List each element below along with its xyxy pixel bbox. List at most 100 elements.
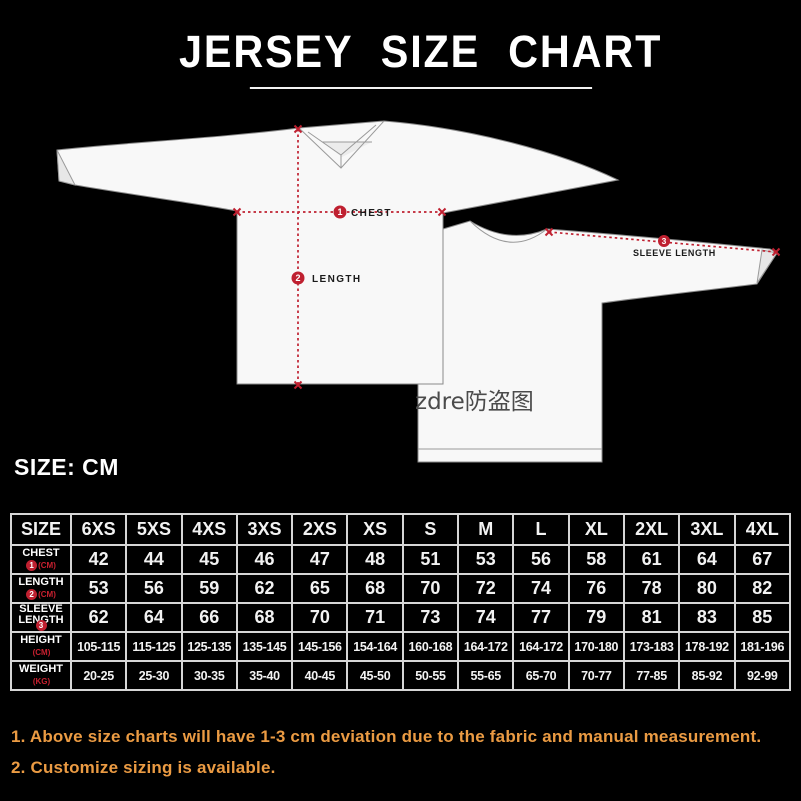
- row-label: CHEST 1 (CM): [10, 544, 72, 575]
- size-cell: 70-77: [567, 660, 625, 691]
- size-cell: 83: [678, 602, 736, 633]
- col-header: L: [512, 513, 570, 546]
- size-cell: 59: [180, 573, 238, 604]
- size-cell: 62: [235, 573, 294, 604]
- size-cell: 61: [622, 544, 681, 575]
- size-table-head: SIZE 6XS 5XS 4XS 3XS 2XS XS S M L XL 2XL 3XL 4XL: [10, 513, 792, 546]
- watermark-text: zdre防盗图: [415, 389, 534, 415]
- col-header: 4XS: [180, 513, 238, 546]
- size-cell: 72: [457, 573, 515, 604]
- size-cell: 64: [125, 602, 183, 633]
- col-header: 4XL: [733, 513, 792, 546]
- page-title-block: JERSEY SIZE CHART: [179, 26, 662, 89]
- footnotes: 1. Above size charts will have 1-3 cm de…: [11, 727, 796, 789]
- size-cell: 73: [401, 602, 460, 633]
- col-header: XL: [567, 513, 625, 546]
- row-label: HEIGHT (CM): [10, 631, 72, 662]
- size-cell: 74: [457, 602, 515, 633]
- chest-measure-line: 1 CHEST: [232, 205, 447, 219]
- back-jersey: zdre防盗图: [415, 220, 778, 463]
- size-cell: 58: [567, 544, 625, 575]
- size-cell: 173-183: [622, 631, 681, 662]
- size-cell: 44: [125, 544, 183, 575]
- size-cell: 115-125: [125, 631, 183, 662]
- size-cell: 145-156: [291, 631, 349, 662]
- size-cell: 77: [512, 602, 570, 633]
- col-header: 2XL: [622, 513, 681, 546]
- size-cell: 53: [69, 573, 128, 604]
- col-header: 5XS: [125, 513, 183, 546]
- size-cell: 68: [346, 573, 404, 604]
- size-cell: 66: [180, 602, 238, 633]
- length-measure-line: 2 LENGTH: [291, 124, 362, 390]
- size-cell: 62: [69, 602, 128, 633]
- size-cell: 55-65: [457, 660, 515, 691]
- chest-label: CHEST: [351, 208, 392, 219]
- size-cell: 170-180: [567, 631, 625, 662]
- sleeve-measure-line: 3 SLEEVE LENGTH: [544, 227, 781, 258]
- chest-badge: 1: [337, 207, 342, 217]
- size-cell: 92-99: [733, 660, 792, 691]
- unit-label: SIZE: CM: [14, 454, 119, 480]
- size-cell: 30-35: [180, 660, 238, 691]
- col-header: 3XL: [678, 513, 736, 546]
- row-unit: (KG): [32, 676, 51, 686]
- size-cell: 74: [512, 573, 570, 604]
- col-header: XS: [346, 513, 404, 546]
- row-badge: 3: [35, 620, 47, 631]
- table-row: SLEEVE LENGTH362646668707173747779818385: [10, 602, 792, 633]
- size-cell: 47: [291, 544, 349, 575]
- size-cell: 85: [733, 602, 792, 633]
- size-cell: 40-45: [291, 660, 349, 691]
- size-cell: 48: [346, 544, 404, 575]
- size-cell: 42: [69, 544, 128, 575]
- size-cell: 35-40: [235, 660, 294, 691]
- size-cell: 65-70: [512, 660, 570, 691]
- size-cell: 68: [235, 602, 294, 633]
- row-unit: (CM): [38, 589, 56, 599]
- length-label: LENGTH: [312, 274, 362, 285]
- title-underline: [249, 87, 592, 89]
- size-cell: 81: [622, 602, 681, 633]
- size-cell: 64: [678, 544, 736, 575]
- col-header: SIZE: [10, 513, 72, 546]
- row-unit: (CM): [32, 647, 51, 657]
- size-cell: 125-135: [180, 631, 238, 662]
- size-cell: 50-55: [401, 660, 460, 691]
- size-cell: 25-30: [125, 660, 183, 691]
- size-table: SIZE 6XS 5XS 4XS 3XS 2XS XS S M L XL 2XL 3XL 4XL CHES…: [10, 513, 792, 691]
- size-cell: 56: [512, 544, 570, 575]
- row-label: LENGTH 2 (CM): [10, 573, 72, 604]
- size-cell: 79: [567, 602, 625, 633]
- size-cell: 70: [291, 602, 349, 633]
- size-cell: 164-172: [457, 631, 515, 662]
- col-header: 2XS: [291, 513, 349, 546]
- footnote-1: 1. Above size charts will have 1-3 cm de…: [11, 727, 762, 746]
- page-title: JERSEY SIZE CHART: [178, 26, 663, 77]
- col-header: 6XS: [69, 513, 128, 546]
- size-cell: 46: [235, 544, 294, 575]
- size-table-head-row: SIZE 6XS 5XS 4XS 3XS 2XS XS S M L XL 2XL 3XL 4XL: [10, 513, 792, 546]
- size-cell: 105-115: [69, 631, 128, 662]
- v-neck-collar: [298, 120, 385, 169]
- row-label: WEIGHT (KG): [10, 660, 72, 691]
- size-cell: 78: [622, 573, 681, 604]
- sleeve-label: SLEEVE LENGTH: [633, 248, 716, 258]
- size-cell: 70: [401, 573, 460, 604]
- size-cell: 85-92: [678, 660, 736, 691]
- length-badge: 2: [295, 273, 300, 283]
- table-row: HEIGHT (CM) 105-115 115-125 125-135 135-145 14…: [10, 631, 792, 662]
- size-cell: 45-50: [346, 660, 404, 691]
- size-cell: 154-164: [346, 631, 404, 662]
- sleeve-badge: 3: [662, 236, 667, 246]
- size-cell: 135-145: [235, 631, 294, 662]
- size-cell: 67: [733, 544, 792, 575]
- size-cell: 80: [678, 573, 736, 604]
- row-badge: 1: [26, 560, 38, 571]
- size-cell: 56: [125, 573, 183, 604]
- size-cell: 45: [180, 544, 238, 575]
- size-cell: 82: [733, 573, 792, 604]
- size-cell: 71: [346, 602, 404, 633]
- footnote-2: 2. Customize sizing is available.: [11, 758, 276, 777]
